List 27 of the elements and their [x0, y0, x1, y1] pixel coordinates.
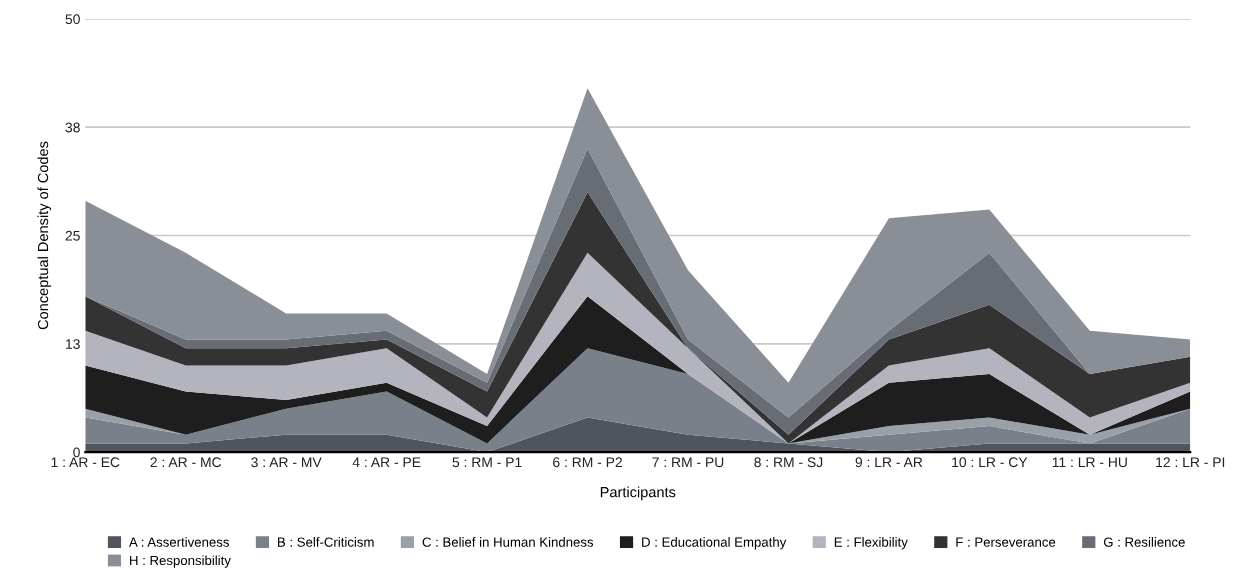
x-tick-label: 5 : RM - P1 [452, 457, 522, 468]
x-tick-label: 7 : RM - PU [652, 457, 724, 468]
y-tick-label: 0 [73, 447, 80, 458]
legend-label: G : Resilience [1103, 537, 1185, 547]
x-tick-label: 1 : AR - EC [51, 457, 120, 468]
legend-label: F : Perseverance [956, 537, 1056, 547]
x-tick-label: 11 : LR - HU [1052, 457, 1127, 468]
x-tick-label: 3 : AR - MV [251, 457, 322, 468]
legend-label: D : Educational Empathy [642, 537, 787, 550]
x-axis-title: Participants [600, 486, 676, 501]
x-tick-label: 9 : LR - AR [855, 457, 923, 468]
legend-label: B : Self-Criticism [278, 537, 374, 547]
x-tick-label: 6 : RM - P2 [553, 457, 622, 468]
x-tick-label: 4 : AR - PE [352, 457, 421, 468]
legend-label: C : Belief in Human Kindness [422, 537, 594, 547]
x-tick-label: 12 : LR - PI [1156, 457, 1225, 468]
y-tick-label: 25 [65, 230, 80, 241]
y-tick-label: 13 [66, 339, 80, 349]
y-axis-title: Conceptual Density of Codes [37, 141, 52, 330]
y-tick-label: 50 [65, 14, 80, 25]
x-tick-label: 2 : AR - MC [150, 457, 222, 468]
legend-label: A : Assertiveness [129, 537, 229, 547]
x-tick-label: 10 : LR - CY [952, 457, 1028, 468]
legend-label: H : Responsibility [130, 555, 231, 568]
y-tick-label: 38 [65, 122, 80, 133]
legend-label: E : Flexibility [834, 537, 908, 550]
x-tick-label: 8 : RM - SJ [754, 457, 823, 468]
